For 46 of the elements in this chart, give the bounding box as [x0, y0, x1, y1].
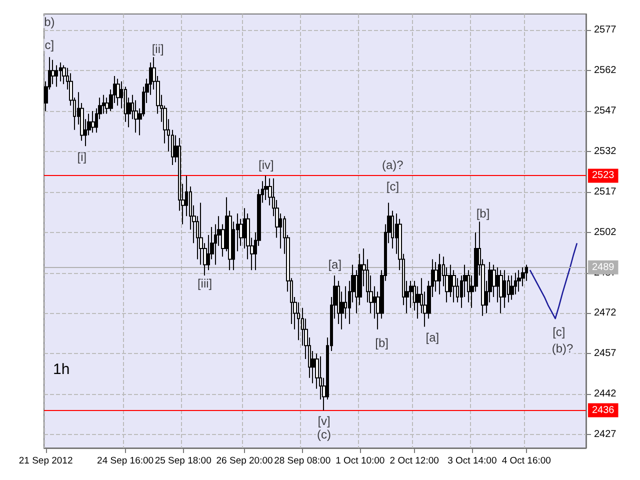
line-series	[529, 242, 578, 320]
y-tick-label: 2562	[594, 65, 617, 76]
annotation: [v]	[318, 414, 330, 428]
ref-line-label: 2489	[592, 262, 615, 273]
candlestick	[116, 78, 120, 106]
candlestick	[438, 253, 441, 295]
candlestick	[499, 270, 503, 314]
candlestick	[91, 110, 95, 134]
annotation: [a]	[426, 330, 440, 344]
text: 1h	[53, 361, 70, 378]
annotation: [c]	[386, 180, 400, 194]
annotation: c]	[44, 38, 54, 52]
x-tick-label: 3 Oct 14:00	[448, 456, 497, 466]
x-tick-label: 28 Sep 08:00	[274, 456, 331, 466]
y-tick-label: 2517	[594, 186, 617, 198]
x-tick-label: 21 Sep 2012	[18, 456, 73, 466]
x-tick-label: 26 Sep 20:00	[216, 456, 273, 466]
y-tick-label: 2427	[594, 429, 617, 440]
annotation: (b)?	[552, 341, 574, 356]
annotation: [ii]	[152, 42, 164, 56]
annotation: (a)?	[382, 158, 404, 172]
annotation: b)	[44, 15, 55, 30]
x-tick-label: 1 Oct 10:00	[336, 456, 385, 466]
y-tick-label: 2472	[594, 308, 617, 319]
y-tick-label: 2442	[594, 388, 617, 400]
x-tick-label: 4 Oct 16:00	[502, 456, 551, 466]
ref-line-label: 2523	[592, 170, 615, 182]
x-tick-label: 2 Oct 12:00	[390, 456, 439, 466]
y-tick-label: 2532	[594, 146, 617, 157]
annotation: [i]	[77, 150, 87, 164]
annotation: [iv]	[258, 158, 274, 172]
y-tick-label: 2457	[594, 348, 617, 360]
candlestick	[510, 274, 514, 300]
annotation: (c)	[317, 428, 332, 442]
y-tick-label: 2577	[594, 24, 617, 36]
annotation: [b]	[375, 336, 389, 350]
y-tick-label: 2502	[594, 226, 617, 238]
ref-line-label: 2436	[592, 404, 615, 416]
y-tick-label: 2547	[594, 106, 617, 117]
annotation: [c]	[552, 325, 566, 340]
annotation: [iii]	[197, 276, 212, 291]
annotation: [b]	[476, 206, 490, 220]
annotation: [a]	[328, 258, 342, 272]
x-tick-label: 24 Sep 16:00	[97, 456, 154, 466]
x-tick-label: 25 Sep 18:00	[154, 456, 212, 466]
candlestick	[517, 270, 521, 292]
